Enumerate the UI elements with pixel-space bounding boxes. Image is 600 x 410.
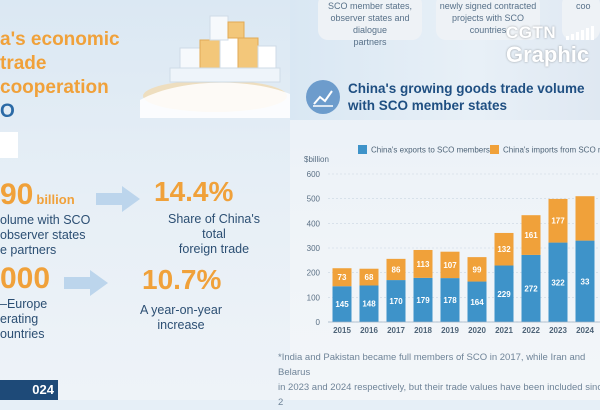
bar-exports — [332, 286, 352, 322]
containers-illustration — [140, 15, 290, 118]
bar-imports — [575, 196, 595, 241]
title-line-2: trade cooperation — [0, 53, 109, 98]
x-tick-label: 2024 — [576, 326, 594, 335]
stat-1-value: 90 billion — [0, 178, 75, 211]
y-tick-label: 100 — [307, 293, 321, 302]
footnote: *India and Pakistan became full members … — [278, 352, 600, 408]
stat-2-increase-value: 10.7% — [142, 264, 222, 295]
data-label-imports: 99 — [473, 265, 482, 274]
bar-imports — [521, 215, 541, 255]
data-label-imports: 113 — [417, 260, 430, 269]
white-card — [0, 132, 18, 158]
y-tick-label: 400 — [307, 219, 321, 228]
data-label-exports: 145 — [335, 300, 349, 309]
bar-imports — [440, 251, 460, 279]
bar-imports — [413, 249, 433, 278]
signal-bars-icon — [566, 26, 594, 40]
arrow-right-icon — [96, 186, 140, 212]
bar-imports — [332, 268, 352, 287]
bar-exports — [386, 280, 406, 322]
top-card-1: SCO member states, observer states and di… — [318, 0, 422, 47]
legend-swatch-exports — [358, 145, 367, 154]
data-label-imports: 68 — [365, 273, 374, 282]
legend-label-exports: China's exports to SCO members — [371, 146, 490, 155]
data-label-imports: 73 — [338, 273, 347, 282]
data-label-imports: 86 — [392, 265, 401, 274]
x-tick-label: 2020 — [468, 326, 486, 335]
x-tick-label: 2021 — [495, 326, 513, 335]
data-label-imports: 161 — [524, 231, 538, 240]
stat-1-share-text: Share of China's total foreign trade — [167, 212, 261, 256]
top-card-2: newly signed contracted projects with SCO… — [436, 0, 540, 40]
legend-swatch-imports — [490, 145, 499, 154]
x-tick-label: 2016 — [360, 326, 378, 335]
footer-year-badge: 024 — [0, 380, 58, 400]
y-tick-label: 300 — [307, 244, 321, 253]
stat-2-increase-text: A year-on-year increase — [140, 303, 222, 332]
y-tick-label: 0 — [316, 318, 321, 327]
stat-1-text: olume with SCO observer states e partners — [0, 213, 91, 257]
stat-2-text: –Europe erating ountries — [0, 297, 48, 341]
bar-imports — [386, 258, 406, 281]
x-axis: 2015 2016 2017 2018 2019 2020 2021 2022 2023 2024 — [328, 321, 600, 335]
y-tick-label: 600 — [307, 170, 321, 179]
bar-exports — [575, 240, 595, 322]
bar-exports — [440, 278, 460, 322]
x-tick-label: 2019 — [441, 326, 459, 335]
bar-exports — [467, 281, 487, 322]
data-label-imports: 107 — [443, 261, 457, 270]
y-axis: $billion 0 100 200 300 400 500 600 — [304, 155, 329, 327]
title-line-3: O — [0, 101, 15, 122]
line-chart-icon — [306, 80, 340, 114]
data-label-imports: 177 — [551, 217, 565, 226]
cgtn-logo-text: CGTN — [506, 23, 557, 42]
bar-exports — [521, 254, 541, 322]
bar-exports — [548, 242, 568, 322]
bar-exports — [413, 277, 433, 322]
y-tick-label: 200 — [307, 269, 321, 278]
bar-imports — [494, 232, 514, 266]
bar-imports — [359, 268, 379, 286]
data-label-exports: 148 — [362, 300, 376, 309]
graphics-logo-text: Graphic — [506, 42, 590, 67]
y-tick-label: 500 — [307, 195, 321, 204]
stacked-bar-chart: $billion 0 100 200 300 400 500 600 145 73 148 68 17… — [304, 145, 600, 335]
bar-exports — [359, 285, 379, 322]
data-label-exports: 178 — [443, 296, 457, 305]
data-label-imports: 132 — [497, 245, 511, 254]
stat-2-value: 000 — [0, 262, 51, 295]
x-tick-label: 2017 — [387, 326, 405, 335]
arrow-right-icon — [64, 270, 108, 296]
x-tick-label: 2022 — [522, 326, 540, 335]
data-label-exports: 229 — [497, 290, 511, 299]
chart-title: China's growing goods trade volume with … — [348, 81, 585, 113]
bar-exports — [494, 265, 514, 322]
chart-legend: China's exports to SCO members China's im… — [358, 145, 600, 155]
data-label-exports: 164 — [470, 298, 484, 307]
data-label-exports: 170 — [389, 297, 403, 306]
data-label-exports: 272 — [524, 284, 538, 293]
title-line-1: a's economic — [0, 29, 120, 50]
stat-1-share-value: 14.4% — [154, 176, 234, 207]
x-tick-label: 2023 — [549, 326, 567, 335]
x-tick-label: 2015 — [333, 326, 351, 335]
bar-imports — [548, 198, 568, 243]
data-label-exports: 33 — [581, 277, 590, 286]
page-title: a's economic trade cooperation O — [0, 28, 150, 124]
x-tick-label: 2018 — [414, 326, 432, 335]
bars-group: 145 73 148 68 170 86 179 113 178 107 164 99 229 132 27… — [332, 196, 595, 322]
data-label-exports: 322 — [551, 278, 565, 287]
legend-label-imports: China's imports from SCO m — [503, 146, 600, 155]
y-axis-label: $billion — [304, 155, 329, 164]
data-label-exports: 179 — [416, 296, 430, 305]
bar-imports — [467, 257, 487, 282]
